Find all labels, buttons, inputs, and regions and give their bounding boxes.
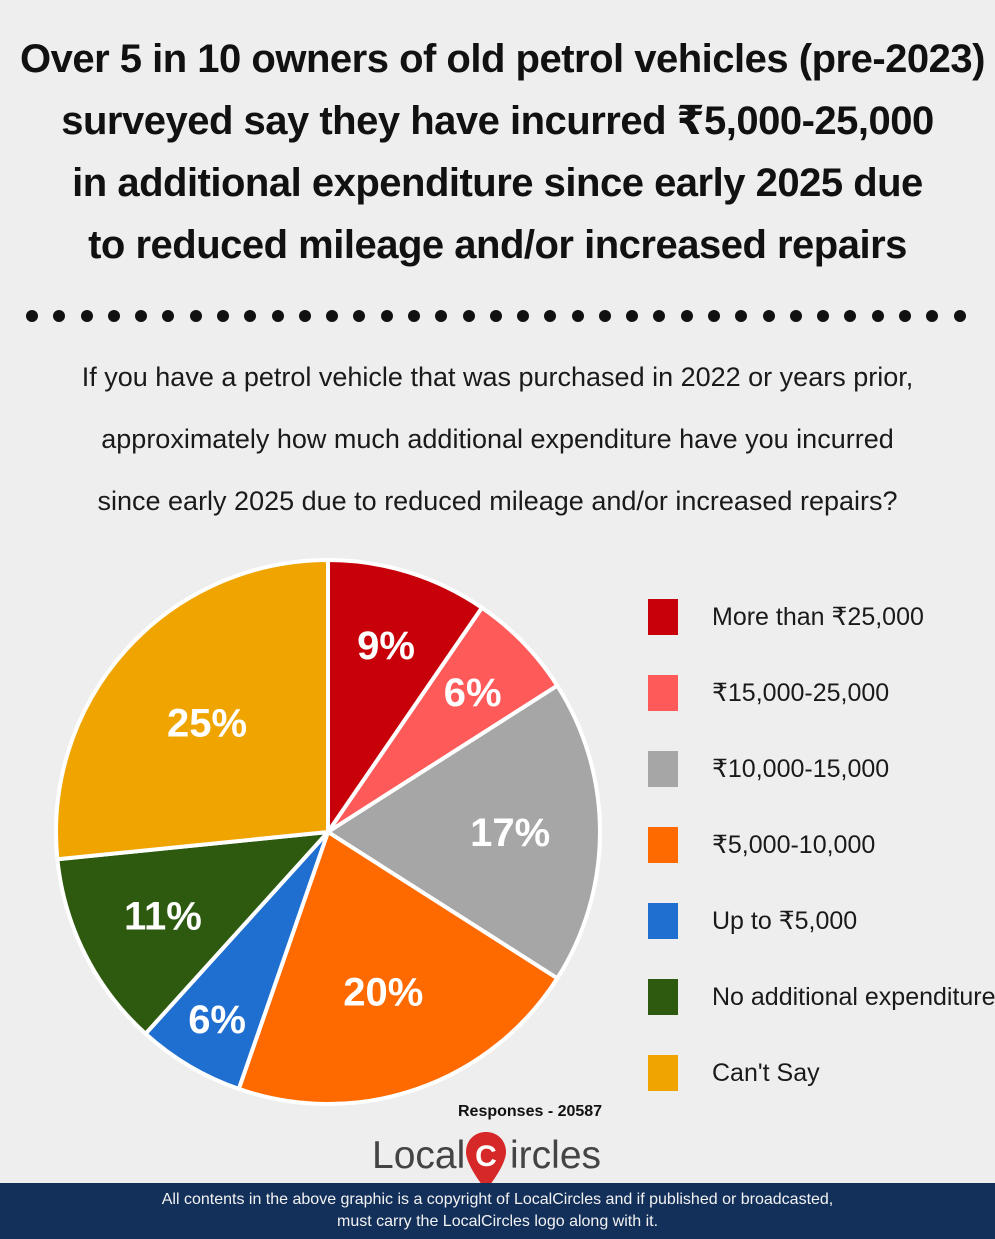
legend-swatch <box>648 675 678 711</box>
legend-swatch <box>648 827 678 863</box>
question-line: approximately how much additional expend… <box>101 424 894 454</box>
localcircles-logo: Local C ircles <box>372 1130 632 1190</box>
divider-dot <box>926 310 939 322</box>
divider-dot <box>871 310 884 322</box>
pie-slice <box>55 830 330 1036</box>
legend-swatch <box>648 599 678 635</box>
legend-item: ₹15,000-25,000 <box>648 673 889 713</box>
slice-value-label: 11% <box>124 894 202 938</box>
legend-item: More than ₹25,000 <box>648 597 924 637</box>
headline-line: Over 5 in 10 owners of old petrol vehicl… <box>20 37 985 81</box>
dotted-divider <box>26 309 966 323</box>
responses-count: Responses - 20587 <box>458 1103 603 1120</box>
divider-dot <box>53 310 66 322</box>
legend-label: Can't Say <box>712 1058 820 1087</box>
legend-swatch <box>648 751 678 787</box>
divider-dot <box>899 310 911 322</box>
headline: Over 5 in 10 owners of old petrol vehicl… <box>20 28 985 276</box>
divider-dot <box>571 310 584 322</box>
divider-dot <box>380 310 393 322</box>
location-pin-icon: C <box>466 1132 506 1190</box>
headline-line: in additional expenditure since early 20… <box>72 161 923 205</box>
legend-item: ₹10,000-15,000 <box>648 749 889 789</box>
divider-dot <box>80 310 93 322</box>
divider-dot <box>517 310 530 322</box>
question-line: If you have a petrol vehicle that was pu… <box>81 362 914 392</box>
divider-dot <box>407 310 420 322</box>
logo-letter: C <box>475 1140 497 1173</box>
divider-dot <box>216 310 229 322</box>
divider-dot <box>162 310 175 322</box>
legend-item: Up to ₹5,000 <box>648 901 857 941</box>
legend-label: ₹15,000-25,000 <box>712 679 890 707</box>
logo-word-local: Local <box>372 1134 466 1177</box>
divider-dot <box>817 310 830 322</box>
divider-dot <box>762 310 775 322</box>
legend-swatch <box>648 1055 678 1091</box>
slice-value-label: 25% <box>167 702 247 746</box>
pie-slice <box>236 830 560 1106</box>
legend-label: ₹5,000-10,000 <box>712 831 876 859</box>
headline-line: surveyed say they have incurred ₹5,000-2… <box>61 99 934 143</box>
divider-dot <box>26 310 38 322</box>
headline-line: to reduced mileage and/or increased repa… <box>88 223 907 267</box>
divider-dot <box>735 310 748 322</box>
divider-dot <box>189 310 202 322</box>
pie-slice <box>326 683 602 981</box>
legend-item: No additional expenditure <box>648 977 995 1017</box>
divider-dot <box>844 310 857 322</box>
divider-dot <box>353 310 366 322</box>
slice-value-label: 6% <box>444 671 502 715</box>
divider-dot <box>680 310 693 322</box>
divider-dot <box>135 310 148 322</box>
divider-dot <box>462 310 475 322</box>
pie-slice <box>326 558 484 834</box>
divider-dot <box>708 310 721 322</box>
slice-value-label: 20% <box>343 970 423 1014</box>
legend-label: No additional expenditure <box>712 982 995 1011</box>
legend-item: Can't Say <box>648 1053 820 1093</box>
divider-dot <box>653 310 666 322</box>
divider-dot <box>598 310 611 322</box>
question-line: since early 2025 due to reduced mileage … <box>97 486 898 516</box>
pie-slice <box>54 558 330 862</box>
divider-dot <box>544 310 557 322</box>
logo-word-ircles: ircles <box>510 1134 602 1177</box>
divider-dot <box>298 310 311 322</box>
legend-item: ₹5,000-10,000 <box>648 825 875 865</box>
slice-value-label: 6% <box>188 998 246 1042</box>
survey-question: If you have a petrol vehicle that was pu… <box>20 346 975 532</box>
divider-dot <box>326 310 339 322</box>
legend-label: ₹10,000-15,000 <box>712 755 890 783</box>
divider-dot <box>107 310 120 322</box>
footer-line: must carry the LocalCircles logo along w… <box>336 1213 659 1230</box>
divider-dot <box>789 310 802 322</box>
footer-line: All contents in the above graphic is a c… <box>161 1191 834 1208</box>
slice-value-label: 17% <box>470 811 550 855</box>
legend-label: Up to ₹5,000 <box>712 907 858 935</box>
legend-swatch <box>648 979 678 1015</box>
divider-dot <box>626 310 639 322</box>
slice-value-label: 9% <box>357 624 415 668</box>
divider-dot <box>953 310 966 322</box>
legend-label: More than ₹25,000 <box>712 603 924 631</box>
divider-dot <box>435 310 448 322</box>
copyright-footer: All contents in the above graphic is a c… <box>0 1183 995 1239</box>
divider-dot <box>244 310 257 322</box>
pie-chart: 9% 6% 17% 20% 6% 11% 25% <box>54 558 602 1106</box>
divider-dot <box>489 310 502 322</box>
divider-dot <box>271 310 284 322</box>
legend-swatch <box>648 903 678 939</box>
